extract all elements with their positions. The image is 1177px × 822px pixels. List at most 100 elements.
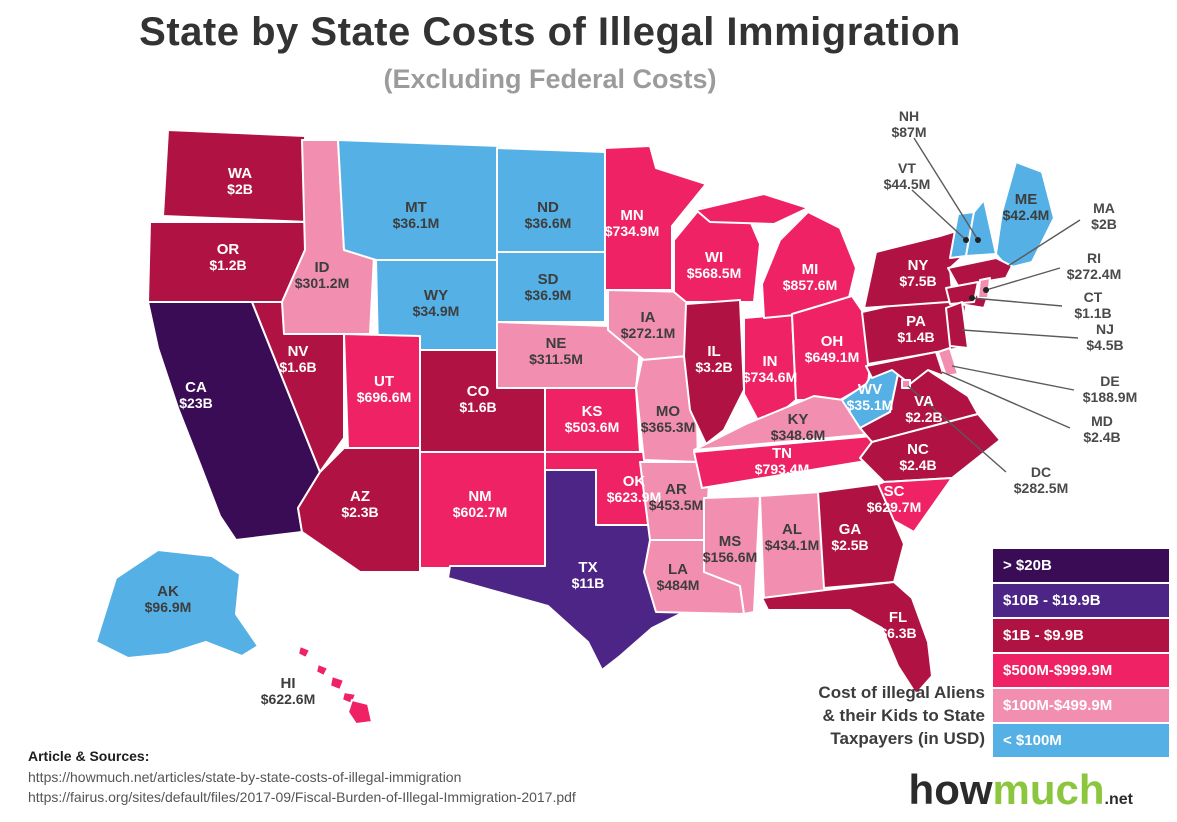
sources-block: Article & Sources: https://howmuch.net/a… (28, 748, 576, 805)
page-subtitle: (Excluding Federal Costs) (383, 64, 717, 94)
state-label-abbr-ar: AR (665, 481, 687, 498)
state-label-abbr-oh: OH (821, 333, 844, 350)
state-label-value-tn: $793.4M (755, 461, 809, 477)
state-label-abbr-ca: CA (185, 379, 207, 396)
callout-line-ri (985, 267, 1061, 291)
logo-much: much (992, 766, 1105, 813)
state-label-value-ne: $311.5M (529, 351, 583, 367)
state-mi (695, 193, 857, 319)
logo-how: how (908, 766, 993, 813)
state-label-value-hi: $622.6M (261, 691, 315, 707)
callout-line-nh (913, 137, 979, 241)
state-label-value-ca: $23B (179, 395, 212, 411)
state-callout-abbr-ma: MA (1093, 200, 1115, 216)
legend-item-5: < $100M (993, 724, 1169, 757)
state-label-value-wi: $568.5M (687, 265, 741, 281)
state-label-value-ar: $453.5M (649, 497, 703, 513)
source-link-howmuch[interactable]: https://howmuch.net/articles/state-by-st… (28, 769, 462, 785)
callout-dot-ri (983, 287, 989, 293)
state-label-value-wa: $2B (227, 181, 253, 197)
state-label-value-az: $2.3B (341, 504, 378, 520)
state-callout-abbr-vt: VT (898, 160, 916, 176)
state-label-abbr-in: IN (763, 353, 778, 370)
state-ga (817, 483, 905, 589)
state-callout-value-nj: $4.5B (1086, 337, 1123, 353)
state-label-value-wv: $35.1M (847, 397, 894, 413)
howmuch-logo[interactable]: howmuch.net (909, 766, 1133, 814)
state-label-value-fl: $6.3B (879, 625, 916, 641)
state-az (297, 447, 421, 573)
state-callout-value-ri: $272.4M (1067, 266, 1121, 282)
state-il (683, 299, 745, 445)
state-label-abbr-mi: MI (802, 261, 819, 278)
state-label-value-mi: $857.6M (783, 277, 837, 293)
state-label-abbr-co: CO (467, 383, 490, 400)
state-callout-value-ct: $1.1B (1074, 305, 1111, 321)
state-label-abbr-wi: WI (705, 249, 723, 266)
state-label-value-ok: $623.9M (607, 489, 661, 505)
state-callout-value-ma: $2B (1091, 216, 1117, 232)
legend-item-2: $1B - $9.9B (993, 619, 1169, 652)
state-label-abbr-az: AZ (350, 488, 370, 505)
state-label-abbr-id: ID (315, 259, 330, 276)
state-label-value-or: $1.2B (209, 257, 246, 273)
state-nh (965, 199, 997, 257)
source-link-fairus[interactable]: https://fairus.org/sites/default/files/2… (28, 789, 576, 805)
callout-line-nj (961, 329, 1079, 339)
state-label-abbr-me: ME (1015, 191, 1038, 208)
callout-line-ma (1007, 219, 1081, 267)
state-label-abbr-mo: MO (656, 403, 680, 420)
caption-line-1: Cost of illegal Aliens (818, 683, 985, 702)
state-label-abbr-ms: MS (719, 533, 742, 550)
state-label-value-co: $1.6B (459, 399, 496, 415)
state-label-abbr-or: OR (217, 241, 240, 258)
state-label-value-la: $484M (657, 577, 700, 593)
state-label-abbr-wy: WY (424, 287, 448, 304)
state-label-abbr-ga: GA (839, 521, 862, 538)
callout-line-md (941, 371, 1071, 429)
state-label-abbr-sd: SD (538, 271, 559, 288)
state-label-value-in: $734.6M (743, 369, 797, 385)
state-label-value-ks: $503.6M (565, 419, 619, 435)
state-label-abbr-il: IL (707, 343, 720, 360)
state-label-value-oh: $649.1M (805, 349, 859, 365)
callout-line-vt (911, 189, 967, 241)
state-label-abbr-nv: NV (288, 343, 309, 360)
state-callout-abbr-ct: CT (1084, 289, 1103, 305)
state-label-abbr-ny: NY (908, 257, 929, 274)
legend-item-3: $500M-$999.9M (993, 654, 1169, 687)
state-label-abbr-la: LA (668, 561, 688, 578)
callout-line-dc (907, 385, 1007, 473)
state-label-value-mn: $734.9M (605, 223, 659, 239)
map-caption: Cost of illegal Aliens & their Kids to S… (818, 682, 985, 751)
state-label-abbr-ia: IA (641, 309, 656, 326)
state-label-abbr-wv: WV (858, 381, 882, 398)
state-callout-value-de: $188.9M (1083, 389, 1137, 405)
callout-line-ct (971, 297, 1063, 307)
state-label-value-ga: $2.5B (831, 537, 868, 553)
state-label-abbr-ky: KY (788, 411, 809, 428)
state-callout-abbr-md: MD (1091, 413, 1113, 429)
state-hi (297, 645, 373, 725)
state-label-value-ms: $156.6M (703, 549, 757, 565)
state-label-abbr-ks: KS (582, 403, 603, 420)
state-label-value-ut: $696.6M (357, 389, 411, 405)
state-label-abbr-fl: FL (889, 609, 907, 626)
caption-line-2: & their Kids to State (822, 705, 985, 725)
state-callout-abbr-de: DE (1100, 373, 1119, 389)
state-label-value-wy: $34.9M (413, 303, 460, 319)
state-md (865, 351, 945, 385)
state-callout-value-vt: $44.5M (884, 176, 931, 192)
state-label-abbr-ut: UT (374, 373, 394, 390)
state-callout-value-dc: $282.5M (1014, 480, 1068, 496)
legend: > $20B $10B - $19.9B $1B - $9.9B $500M-$999… (993, 549, 1169, 759)
state-label-abbr-mn: MN (620, 207, 643, 224)
state-label-value-nd: $36.6M (525, 215, 572, 231)
state-label-value-mo: $365.3M (641, 419, 695, 435)
state-label-abbr-wa: WA (228, 165, 252, 182)
state-label-value-al: $434.1M (765, 537, 819, 553)
state-nj (945, 301, 969, 349)
state-label-abbr-al: AL (782, 521, 802, 538)
state-label-value-ky: $348.6M (771, 427, 825, 443)
state-label-abbr-sc: SC (884, 483, 905, 500)
